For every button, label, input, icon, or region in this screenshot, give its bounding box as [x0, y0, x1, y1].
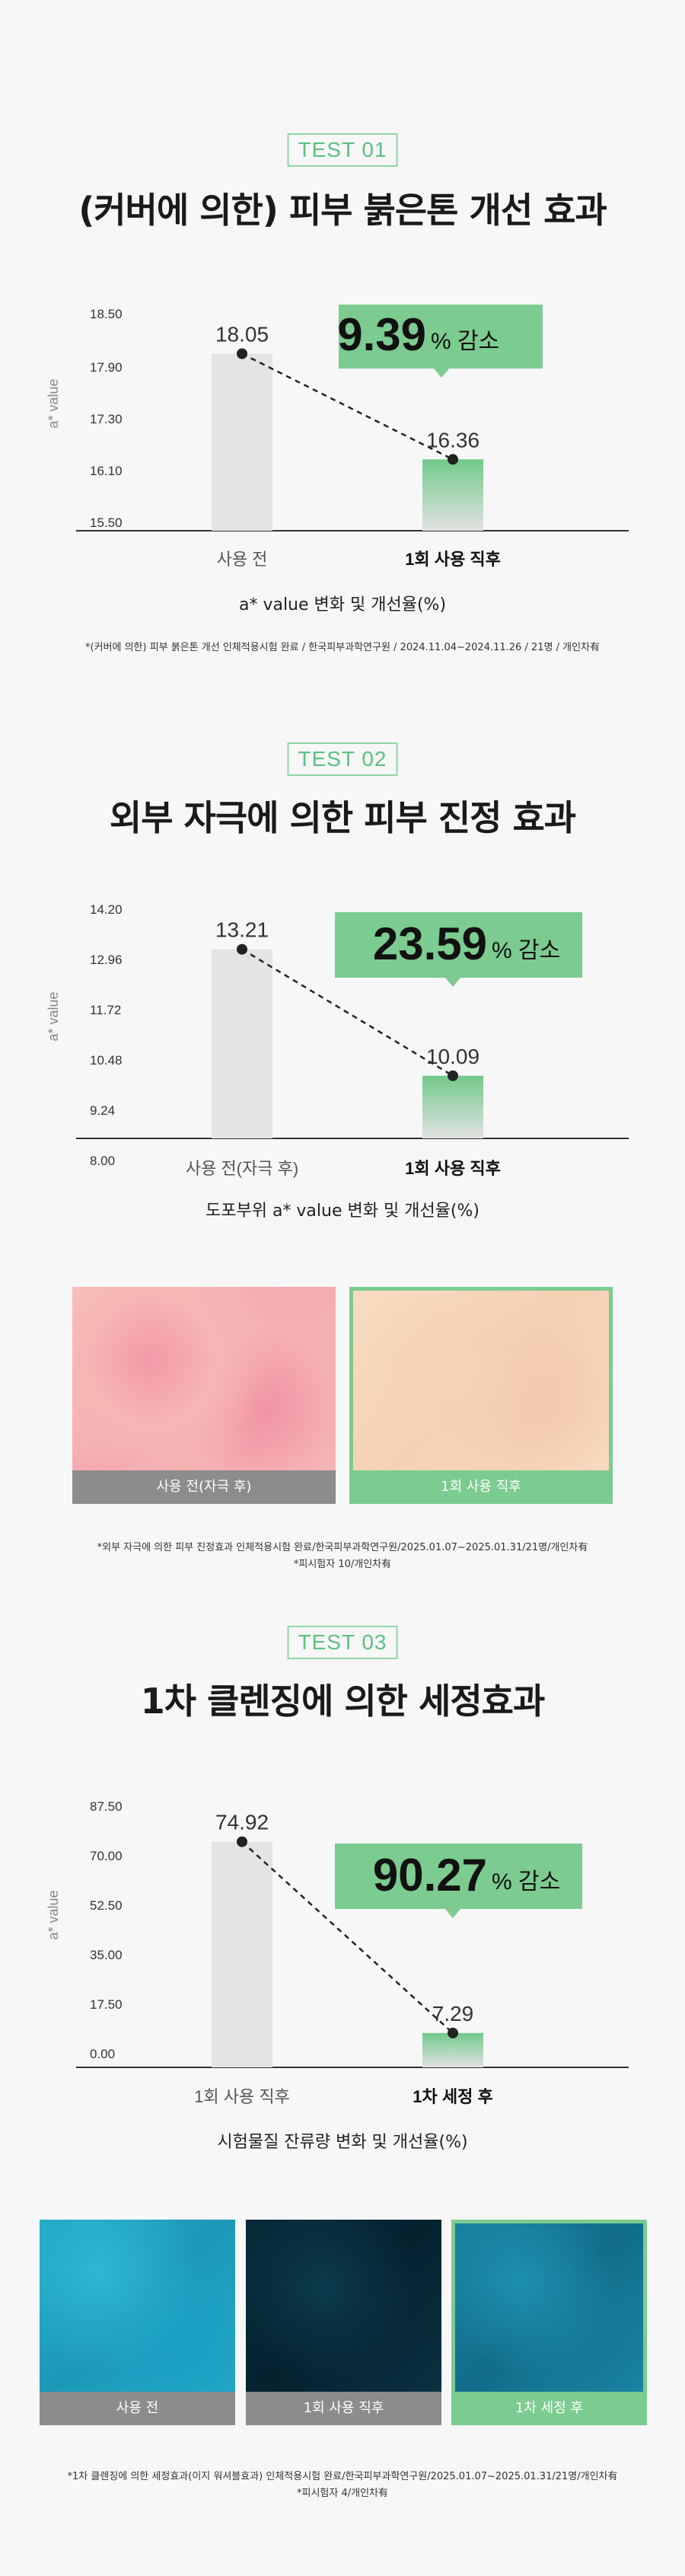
photo-after-cleansing: 1차 세정 후: [451, 2220, 647, 2425]
trend-dashed-line: [241, 1840, 454, 2034]
residue-photo-dark: [246, 2220, 441, 2392]
photo-caption: 1차 세정 후: [451, 2392, 647, 2425]
section-title: 1차 클렌징에 의한 세정효과: [140, 1681, 546, 1722]
point-before: [237, 348, 247, 359]
reduction-callout: 9.39 % 감소: [337, 305, 543, 378]
y-tick-label: 12.96: [90, 953, 123, 967]
y-tick-label: 52.50: [90, 1898, 123, 1913]
section-title: (커버에 의한) 피부 붉은톤 개선 효과: [78, 190, 607, 231]
bar-before: [212, 353, 272, 531]
test-badge: TEST 01: [287, 133, 398, 167]
value-label-after: 10.09: [426, 1045, 480, 1068]
bar-before: [212, 1841, 272, 2067]
category-label-before: 사용 전: [217, 550, 268, 569]
point-before: [237, 943, 247, 955]
chart-1: a* value 18.50 17.90 17.30 16.10 15.50 18.05…: [46, 305, 629, 569]
value-label-after: 7.29: [432, 2002, 474, 2025]
y-tick-label: 35.00: [90, 1948, 123, 1962]
y-axis-label: a* value: [46, 378, 61, 428]
y-tick-label: 17.90: [90, 360, 123, 375]
value-label-after: 16.36: [426, 428, 480, 452]
point-after: [448, 454, 458, 465]
footnote: *외부 자극에 의한 피부 진정효과 인체적용시험 완료/한국피부과학연구원/2…: [0, 1540, 685, 1573]
photo-caption: 1회 사용 직후: [246, 2392, 441, 2425]
y-tick-label: 18.50: [90, 307, 123, 321]
reduction-callout: 23.59 % 감소: [335, 912, 582, 987]
skin-photo-red: [72, 1287, 336, 1470]
bar-after: [422, 459, 483, 531]
y-tick-label: 15.50: [90, 516, 123, 530]
chart-subtitle: 도포부위 a* value 변화 및 개선율(%): [205, 1202, 480, 1221]
skin-photo-calm: [353, 1291, 609, 1470]
y-tick-label: 17.50: [90, 1997, 123, 2012]
bar-before: [212, 949, 272, 1138]
chart-subtitle: a* value 변화 및 개선율(%): [238, 595, 447, 614]
residue-photo-cleansed: [455, 2223, 643, 2392]
y-tick-label: 0.00: [90, 2047, 115, 2061]
footnote-line: *(커버에 의한) 피부 붉은톤 개선 인체적용시험 완료 / 한국피부과학연구…: [85, 642, 600, 653]
footnote-line: *1차 클렌징에 의한 세정효과(이지 워셔블효과) 인체적용시험 완료/한국피…: [67, 2471, 618, 2482]
category-label-after: 1회 사용 직후: [405, 1159, 501, 1178]
residue-photo-full: [40, 2220, 235, 2392]
footnote: *1차 클렌징에 의한 세정효과(이지 워셔블효과) 인체적용시험 완료/한국피…: [0, 2469, 685, 2502]
footnote-line: *피시험자 10/개인차有: [293, 1559, 392, 1570]
reduction-unit: % 감소: [431, 329, 499, 354]
photo-before-irritation: 사용 전(자극 후): [72, 1287, 336, 1504]
reduction-value: 9.39: [337, 309, 426, 360]
reduction-value: 90.27: [373, 1850, 487, 1901]
photo-caption: 사용 전(자극 후): [72, 1470, 336, 1504]
footnote-line: *외부 자극에 의한 피부 진정효과 인체적용시험 완료/한국피부과학연구원/2…: [97, 1542, 588, 1553]
y-tick-label: 87.50: [90, 1799, 123, 1814]
test-02-section: TEST 02 외부 자극에 의한 피부 진정 효과 a* value 14.2…: [0, 742, 685, 1573]
y-axis-label: a* value: [46, 991, 61, 1041]
value-label-before: 18.05: [215, 323, 269, 346]
y-tick-label: 17.30: [90, 412, 123, 426]
point-after: [448, 2027, 458, 2038]
section-title: 외부 자극에 의한 피부 진정 효과: [109, 797, 576, 838]
photo-caption: 1회 사용 직후: [349, 1470, 613, 1504]
photo-caption: 사용 전: [40, 2392, 235, 2425]
photo-before-use: 사용 전: [40, 2220, 235, 2425]
chart-2: a* value 14.20 12.96 11.72 10.48 9.24 8.00 13…: [46, 902, 629, 1178]
photo-after-use: 1회 사용 직후: [349, 1287, 613, 1504]
y-tick-label: 11.72: [90, 1003, 121, 1017]
reduction-unit: % 감소: [492, 938, 560, 963]
chart-subtitle: 시험물질 잔류량 변화 및 개선율(%): [217, 2133, 468, 2152]
footnote: *(커버에 의한) 피부 붉은톤 개선 인체적용시험 완료 / 한국피부과학연구…: [0, 640, 685, 656]
y-tick-label: 10.48: [90, 1053, 123, 1068]
category-label-after: 1회 사용 직후: [405, 550, 501, 569]
y-tick-label: 9.24: [90, 1103, 115, 1118]
point-after: [448, 1070, 458, 1081]
value-label-before: 74.92: [215, 1811, 269, 1834]
reduction-callout: 90.27 % 감소: [335, 1843, 582, 1918]
y-tick-label: 8.00: [90, 1154, 115, 1168]
category-label-before: 사용 전(자극 후): [186, 1159, 298, 1178]
test-badge: TEST 02: [287, 742, 398, 776]
y-tick-label: 70.00: [90, 1849, 123, 1863]
bar-after: [422, 1075, 483, 1138]
reduction-value: 23.59: [373, 918, 487, 969]
point-before: [237, 1836, 247, 1847]
photo-after-first-use: 1회 사용 직후: [246, 2220, 441, 2425]
chart-3: a* value 87.50 70.00 52.50 35.00 17.50 0.00 7…: [46, 1799, 629, 2105]
category-label-before: 1회 사용 직후: [194, 2087, 290, 2105]
value-label-before: 13.21: [215, 918, 269, 942]
y-tick-label: 14.20: [90, 902, 123, 917]
trend-dashed-line: [241, 948, 454, 1077]
bar-after: [422, 2032, 483, 2067]
y-tick-label: 16.10: [90, 464, 123, 478]
category-label-after: 1차 세정 후: [413, 2087, 492, 2105]
y-axis-label: a* value: [46, 1890, 61, 1939]
test-01-section: TEST 01 (커버에 의한) 피부 붉은톤 개선 효과 a* value 1…: [0, 0, 685, 670]
footnote-line: *피시험자 4/개인차有: [296, 2488, 388, 2499]
reduction-unit: % 감소: [492, 1869, 560, 1894]
test-badge: TEST 03: [287, 1626, 398, 1659]
